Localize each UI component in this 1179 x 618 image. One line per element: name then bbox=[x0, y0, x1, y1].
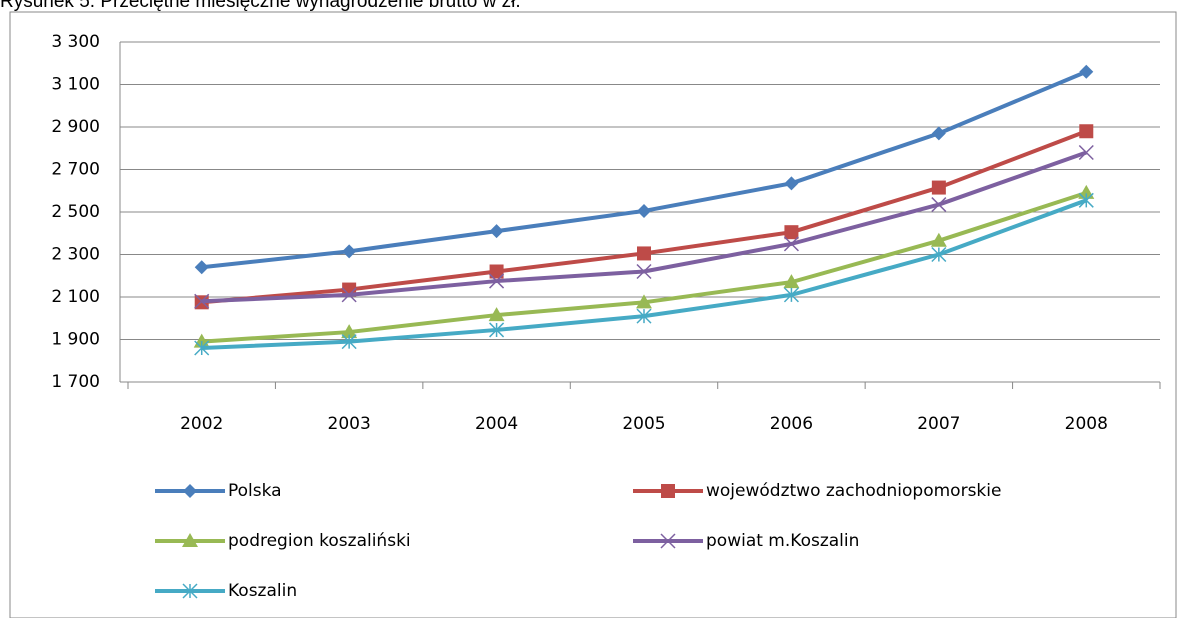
x-tick-label: 2008 bbox=[1065, 414, 1108, 434]
marker bbox=[489, 224, 504, 239]
marker bbox=[489, 264, 504, 279]
marker bbox=[784, 225, 799, 240]
marker bbox=[488, 307, 505, 322]
marker bbox=[342, 244, 357, 259]
legend-label: powiat m.Koszalin bbox=[706, 531, 859, 551]
marker bbox=[931, 197, 947, 213]
x-tick-label: 2006 bbox=[770, 414, 813, 434]
marker bbox=[194, 295, 209, 310]
x-tick-label: 2004 bbox=[475, 414, 518, 434]
marker bbox=[661, 484, 675, 498]
marker bbox=[489, 273, 505, 289]
x-tick-label: 2002 bbox=[180, 414, 223, 434]
marker bbox=[182, 583, 198, 599]
chart-frame bbox=[9, 11, 1177, 618]
y-tick-label: 2 300 bbox=[51, 245, 100, 265]
legend-label: Polska bbox=[228, 481, 282, 501]
marker bbox=[1079, 124, 1094, 139]
y-tick-label: 3 100 bbox=[51, 75, 100, 95]
marker bbox=[341, 287, 357, 303]
marker bbox=[636, 294, 652, 309]
chart-title: Rysunek 5. Przeciętne miesięczne wynagro… bbox=[0, 0, 521, 12]
marker bbox=[636, 263, 652, 280]
y-tick-label: 2 100 bbox=[51, 287, 100, 307]
marker bbox=[183, 484, 197, 498]
x-tick-label: 2003 bbox=[328, 414, 371, 434]
marker bbox=[182, 533, 198, 547]
y-tick-label: 2 700 bbox=[51, 160, 100, 180]
marker bbox=[637, 246, 651, 261]
y-tick-label: 1 900 bbox=[51, 330, 100, 350]
legend-label: podregion koszaliński bbox=[228, 531, 411, 551]
marker bbox=[637, 203, 651, 218]
x-tick-label: 2007 bbox=[917, 414, 960, 434]
marker bbox=[194, 260, 209, 275]
legend-label: Koszalin bbox=[228, 581, 297, 601]
x-tick-label: 2005 bbox=[622, 414, 665, 434]
marker bbox=[1078, 144, 1094, 161]
y-tick-label: 2 900 bbox=[51, 117, 100, 137]
y-tick-label: 2 500 bbox=[51, 202, 100, 222]
marker bbox=[783, 274, 800, 289]
y-tick-label: 1 700 bbox=[51, 372, 100, 392]
marker bbox=[636, 308, 652, 324]
marker bbox=[1078, 192, 1094, 208]
marker bbox=[930, 232, 947, 247]
marker bbox=[783, 287, 799, 303]
marker bbox=[341, 334, 357, 350]
marker bbox=[489, 322, 505, 338]
marker bbox=[194, 293, 210, 309]
marker bbox=[784, 176, 799, 191]
marker bbox=[1079, 64, 1094, 79]
marker bbox=[931, 180, 946, 195]
marker bbox=[783, 236, 799, 252]
marker bbox=[931, 126, 946, 141]
marker bbox=[931, 246, 947, 263]
y-tick-label: 3 300 bbox=[51, 32, 100, 52]
marker bbox=[341, 324, 358, 339]
legend-label: województwo zachodniopomorskie bbox=[706, 481, 1001, 501]
marker bbox=[660, 533, 676, 549]
marker bbox=[194, 340, 210, 356]
